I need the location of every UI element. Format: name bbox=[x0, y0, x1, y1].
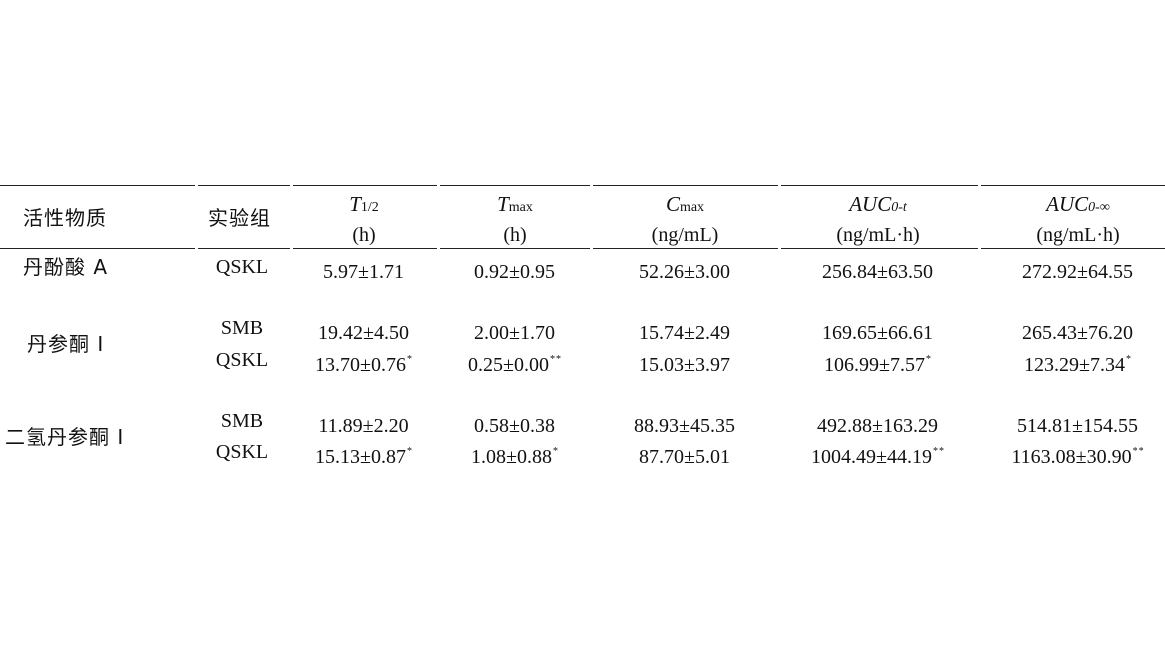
cell-tmax: 0.92±0.95 bbox=[474, 261, 555, 283]
cell-t-half: 13.70±0.76* bbox=[315, 354, 413, 376]
header-tmax-unit: (h) bbox=[503, 224, 527, 246]
header-cmax: Cmax bbox=[665, 192, 705, 216]
cell-auc-inf: 514.81±154.55 bbox=[1017, 415, 1138, 437]
table-top-rule bbox=[0, 184, 1165, 187]
header-group: 实验组 bbox=[208, 206, 271, 230]
header-auc-t: AUC0-t bbox=[849, 192, 907, 216]
row-substance: 丹参酮 I bbox=[27, 332, 105, 356]
cell-auc-t: 256.84±63.50 bbox=[822, 261, 933, 283]
cell-auc-t: 106.99±7.57* bbox=[824, 354, 932, 376]
cell-tmax: 0.25±0.00** bbox=[468, 354, 562, 376]
row-substance: 丹酚酸 A bbox=[23, 255, 109, 279]
cell-tmax: 2.00±1.70 bbox=[474, 322, 555, 344]
cell-tmax: 1.08±0.88* bbox=[471, 446, 559, 468]
cell-auc-t: 169.65±66.61 bbox=[822, 322, 933, 344]
row-group: QSKL bbox=[215, 256, 269, 278]
row-group: SMB bbox=[220, 317, 264, 339]
cell-cmax: 15.74±2.49 bbox=[639, 322, 730, 344]
cell-t-half: 5.97±1.71 bbox=[323, 261, 404, 283]
cell-auc-inf: 1163.08±30.90** bbox=[1011, 446, 1145, 468]
row-group: QSKL bbox=[215, 441, 269, 463]
header-auc-inf: AUC0-∞ bbox=[1046, 192, 1110, 216]
cell-auc-inf: 123.29±7.34* bbox=[1024, 354, 1132, 376]
cell-cmax: 15.03±3.97 bbox=[639, 354, 730, 376]
cell-auc-t: 492.88±163.29 bbox=[817, 415, 938, 437]
header-t-half-unit: (h) bbox=[352, 224, 376, 246]
cell-t-half: 11.89±2.20 bbox=[318, 415, 409, 437]
table-header-rule bbox=[0, 247, 1165, 250]
header-cmax-unit: (ng/mL) bbox=[651, 224, 719, 246]
cell-auc-inf: 272.92±64.55 bbox=[1022, 261, 1133, 283]
header-t-half: T1/2 bbox=[349, 192, 379, 216]
cell-t-half: 15.13±0.87* bbox=[315, 446, 413, 468]
header-auc-inf-unit: (ng/mL·h) bbox=[1036, 224, 1120, 246]
cell-cmax: 88.93±45.35 bbox=[634, 415, 735, 437]
row-group: QSKL bbox=[215, 349, 269, 371]
cell-cmax: 87.70±5.01 bbox=[639, 446, 730, 468]
header-tmax: Tmax bbox=[497, 192, 533, 216]
cell-tmax: 0.58±0.38 bbox=[474, 415, 555, 437]
cell-cmax: 52.26±3.00 bbox=[639, 261, 730, 283]
header-auc-t-unit: (ng/mL·h) bbox=[836, 224, 920, 246]
cell-auc-t: 1004.49±44.19** bbox=[811, 446, 945, 468]
row-substance: 二氢丹参酮 I bbox=[5, 425, 125, 449]
cell-auc-inf: 265.43±76.20 bbox=[1022, 322, 1133, 344]
row-group: SMB bbox=[220, 410, 264, 432]
header-substance: 活性物质 bbox=[23, 206, 107, 230]
cell-t-half: 19.42±4.50 bbox=[318, 322, 409, 344]
